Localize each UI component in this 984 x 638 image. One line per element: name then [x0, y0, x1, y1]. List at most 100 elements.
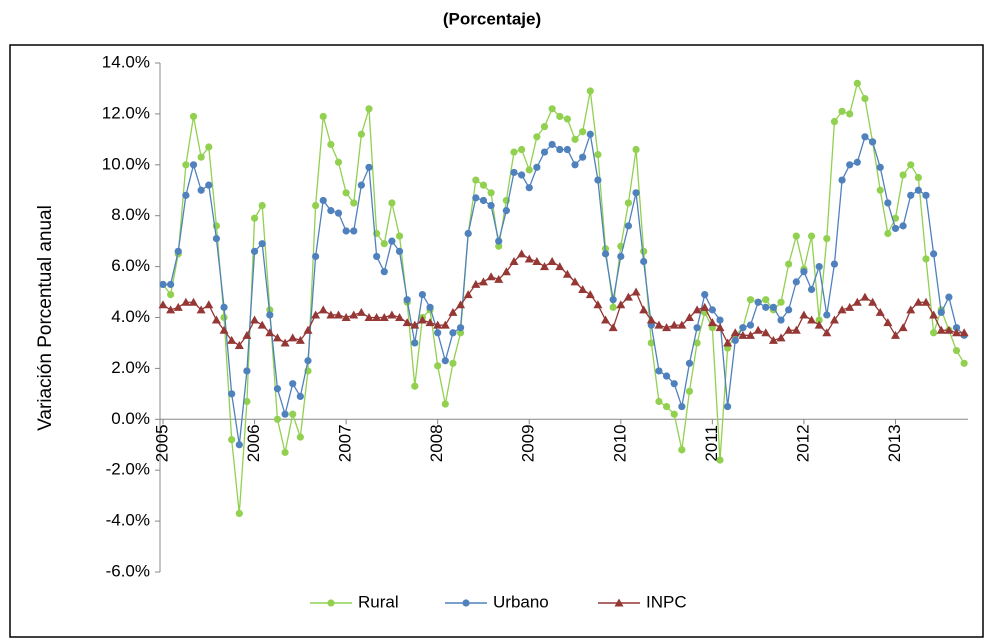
data-point [525, 184, 533, 192]
data-point [708, 306, 716, 314]
data-point [936, 325, 946, 334]
data-point [861, 95, 869, 103]
data-point [669, 320, 679, 329]
data-point [327, 207, 335, 215]
data-point [280, 338, 290, 347]
data-point [342, 189, 350, 197]
data-point [372, 313, 382, 321]
data-point [563, 115, 571, 123]
data-point [395, 247, 404, 255]
data-point [395, 313, 405, 321]
data-point [312, 201, 320, 210]
data-point [350, 199, 358, 207]
data-point [342, 227, 350, 235]
data-point [677, 320, 687, 329]
data-point [303, 325, 313, 334]
data-point [333, 310, 343, 319]
data-point [570, 277, 580, 286]
data-point [417, 315, 427, 324]
data-point [662, 402, 671, 411]
data-point [411, 339, 419, 347]
data-point [853, 79, 861, 87]
data-point [471, 279, 481, 288]
data-point [540, 123, 549, 131]
data-point [754, 298, 762, 306]
data-point [441, 400, 449, 408]
legend-label: INPC [646, 592, 687, 611]
data-point [448, 307, 458, 316]
data-point [296, 392, 304, 400]
data-point [670, 380, 678, 388]
data-point [723, 338, 733, 347]
x-tick-label: 2009 [519, 424, 538, 462]
data-point [655, 397, 663, 406]
data-point [441, 357, 449, 365]
data-point [960, 359, 968, 367]
x-tick-label: 2007 [336, 424, 355, 462]
x-tick-label: 2011 [702, 425, 721, 462]
data-point [792, 278, 800, 286]
data-point [387, 310, 397, 319]
data-point [594, 176, 602, 184]
data-point [547, 257, 557, 266]
data-point [349, 310, 359, 319]
data-point [403, 296, 411, 304]
y-tick-label: -4.0% [106, 511, 150, 530]
data-point [540, 262, 549, 271]
data-point [601, 250, 610, 258]
data-point [884, 199, 892, 207]
data-point [364, 313, 374, 321]
data-point [762, 303, 770, 311]
data-point [196, 305, 206, 314]
data-point [524, 254, 534, 263]
data-point [182, 191, 190, 199]
data-point [464, 229, 472, 238]
data-point [785, 260, 793, 268]
data-point [479, 181, 488, 189]
data-point [884, 229, 892, 238]
data-point [632, 189, 640, 197]
data-point [472, 176, 480, 184]
data-point [533, 133, 541, 141]
data-point [495, 242, 503, 250]
data-point [640, 247, 648, 255]
data-point [777, 316, 785, 324]
data-point [746, 330, 756, 339]
data-point [907, 161, 915, 169]
data-point [388, 199, 396, 207]
data-point [327, 140, 335, 149]
y-tick-label: 10.0% [102, 154, 150, 173]
data-point [167, 290, 175, 299]
data-point [601, 315, 611, 324]
data-point [510, 148, 518, 156]
data-point [937, 308, 945, 317]
data-point [472, 194, 480, 202]
series-line [162, 81, 965, 514]
data-point [266, 311, 274, 319]
data-point [426, 303, 434, 311]
data-point [952, 346, 961, 355]
data-point [852, 297, 862, 306]
data-point [815, 316, 823, 324]
data-point [617, 252, 625, 261]
x-tick-label: 2005 [152, 424, 171, 462]
data-point [945, 293, 953, 301]
data-point [395, 232, 404, 240]
data-point [548, 105, 556, 113]
data-point [899, 222, 907, 230]
data-point [502, 207, 510, 215]
y-tick-label: -6.0% [106, 561, 150, 580]
data-point [578, 285, 588, 294]
data-point [494, 274, 504, 283]
data-point [197, 153, 205, 161]
x-tick-label: 2013 [885, 424, 904, 462]
data-point [838, 176, 846, 184]
data-point [228, 390, 236, 398]
data-point [860, 292, 870, 301]
data-point [815, 263, 823, 271]
data-point [624, 222, 633, 230]
y-tick-label: 0.0% [111, 409, 150, 428]
data-point [425, 318, 435, 327]
data-point [823, 311, 831, 319]
data-point [334, 209, 343, 217]
